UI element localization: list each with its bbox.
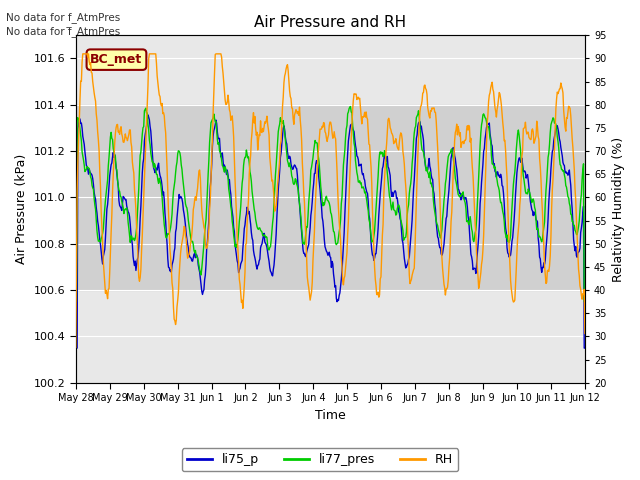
Text: No data for f_AtmPres: No data for f_AtmPres [6,12,121,23]
Y-axis label: Air Pressure (kPa): Air Pressure (kPa) [15,154,28,264]
Text: No data for f̅_AtmPres: No data for f̅_AtmPres [6,26,121,37]
Title: Air Pressure and RH: Air Pressure and RH [254,15,406,30]
Legend: li75_p, li77_pres, RH: li75_p, li77_pres, RH [182,448,458,471]
X-axis label: Time: Time [315,409,346,422]
Bar [76,105,585,290]
Text: BC_met: BC_met [90,53,143,66]
Y-axis label: Relativity Humidity (%): Relativity Humidity (%) [612,136,625,282]
